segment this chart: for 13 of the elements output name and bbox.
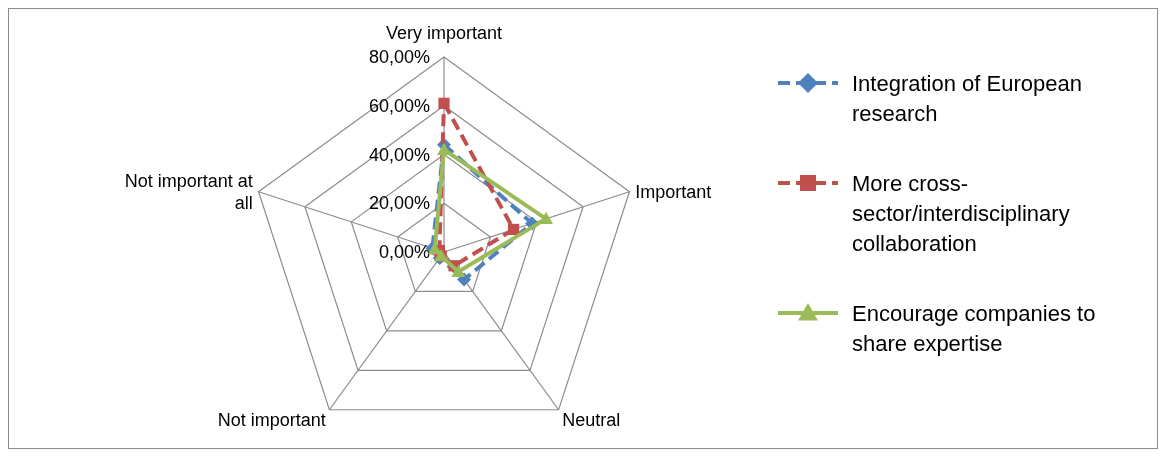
spoke-label: Very important — [385, 23, 503, 43]
y-tick-label: 20,00% — [368, 193, 430, 214]
legend-label: Encourage companies to share expertise — [852, 301, 1096, 356]
y-tick-label: 60,00% — [368, 95, 430, 116]
y-tick-label: 80,00% — [368, 47, 430, 67]
spoke-label: Neutral — [562, 409, 621, 430]
spoke-label: Not important — [217, 409, 326, 430]
spoke-label: Important — [635, 181, 712, 202]
legend-label: More cross-sector/interdisciplinary collaboration — [852, 171, 1070, 256]
legend-label: Integration of European research — [852, 71, 1082, 126]
y-tick-label: 40,00% — [368, 144, 430, 165]
spoke-label: Not important at all — [124, 170, 253, 213]
y-tick-label: 0,00% — [378, 242, 430, 262]
